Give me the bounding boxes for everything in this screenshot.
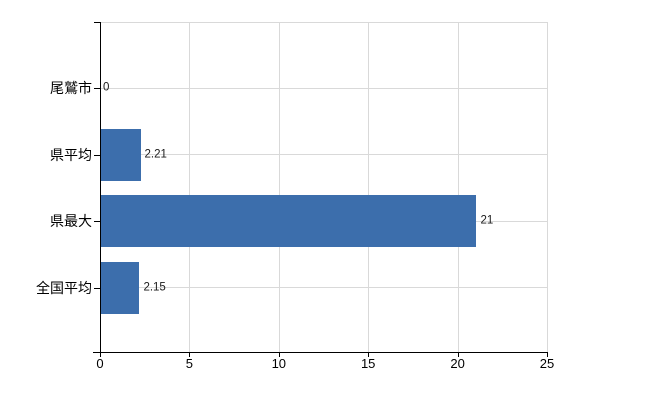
bar-2 [101,195,477,248]
gridline-x-15 [368,22,370,352]
gridline-x-20 [457,22,459,352]
y-tick-2 [94,221,100,223]
x-tick-label-5: 5 [185,356,194,371]
category-label-2: 県最大 [50,213,92,230]
y-tick-0 [94,88,100,89]
y-axis-line [100,22,101,353]
bar-value-label-2: 21 [480,214,494,227]
x-tick-label-20: 20 [450,356,465,371]
x-tick-10 [278,352,280,357]
category-label-3: 全国平均 [36,279,92,296]
bar-value-label-1: 2.21 [144,147,167,160]
x-tick-0 [100,352,101,357]
category-label-0: 尾鷲市 [50,80,92,96]
gridline-row-3 [100,287,547,289]
x-tick-25 [547,352,548,357]
bar-3 [101,261,140,314]
x-tick-label-10: 10 [271,356,287,371]
gridline-row-0 [100,87,547,89]
x-tick-label-0: 0 [96,356,104,371]
y-axis-end-tick [94,22,100,23]
gridline-top [100,22,547,23]
y-tick-3 [94,287,100,289]
x-axis-line [93,352,548,353]
gridline-row-1 [100,154,547,156]
x-tick-5 [189,352,191,357]
gridline-x-5 [189,22,191,352]
y-tick-1 [94,154,100,156]
gridline-x-25 [547,22,548,352]
x-tick-label-25: 25 [539,356,555,371]
category-label-1: 県平均 [50,146,92,163]
gridline-x-10 [278,22,280,352]
plot-area: 0 2.21 21 2.15 [94,22,548,357]
bar-value-label-0: 0 [103,81,110,94]
x-tick-20 [457,352,459,357]
bar-value-label-3: 2.15 [143,281,166,294]
x-tick-label-15: 15 [360,356,376,371]
x-tick-15 [368,352,370,357]
bar-1 [101,128,141,181]
